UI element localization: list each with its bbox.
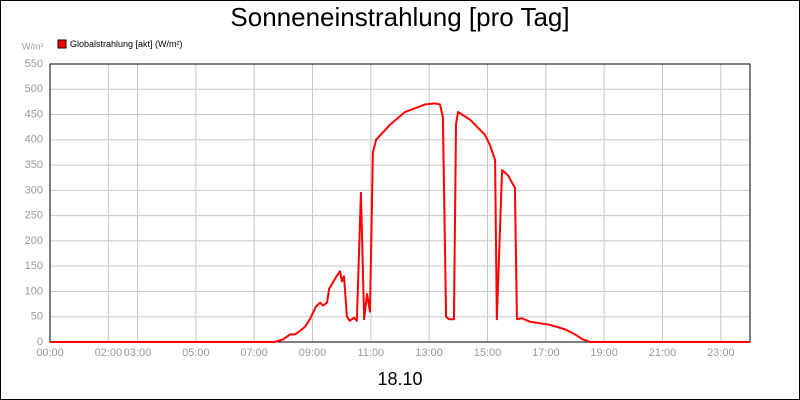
- y-tick-label: 550: [25, 58, 43, 70]
- x-tick-label: 13:00: [415, 347, 443, 359]
- x-tick-label: 09:00: [299, 347, 327, 359]
- x-tick-label: 15:00: [474, 347, 502, 359]
- chart-title: Sonneneinstrahlung [pro Tag]: [230, 2, 569, 32]
- x-tick-label: 11:00: [357, 347, 384, 359]
- y-tick-label: 100: [25, 285, 43, 297]
- x-tick-label: 05:00: [182, 347, 210, 359]
- y-tick-label: 0: [37, 336, 43, 348]
- legend-label: Globalstrahlung [akt] (W/m²): [70, 39, 183, 49]
- y-tick-label: 400: [25, 134, 43, 146]
- x-tick-label: 02:00: [95, 347, 123, 359]
- plot-border: [49, 63, 751, 343]
- y-tick-label: 250: [25, 210, 43, 222]
- x-tick-label: 21:00: [649, 347, 677, 359]
- line-series: [50, 102, 750, 343]
- x-tick-label: 17:00: [532, 347, 560, 359]
- x-tick-label: 00:00: [36, 347, 64, 359]
- y-tick-label: 350: [25, 159, 43, 171]
- x-tick-label: 03:00: [124, 347, 152, 359]
- y-unit: W/m²: [22, 41, 44, 51]
- legend-swatch: [57, 39, 67, 49]
- y-tick-label: 500: [25, 83, 43, 95]
- y-tick-label: 200: [25, 235, 43, 247]
- x-tick-label: 19:00: [590, 347, 618, 359]
- x-tick-label: 07:00: [240, 347, 268, 359]
- y-tick-label: 50: [31, 311, 43, 323]
- x-axis-label: 18.10: [377, 369, 422, 389]
- y-tick-label: 300: [25, 184, 43, 196]
- y-tick-label: 450: [25, 108, 43, 120]
- x-tick-label: 23:00: [707, 347, 735, 359]
- y-tick-label: 150: [25, 260, 43, 272]
